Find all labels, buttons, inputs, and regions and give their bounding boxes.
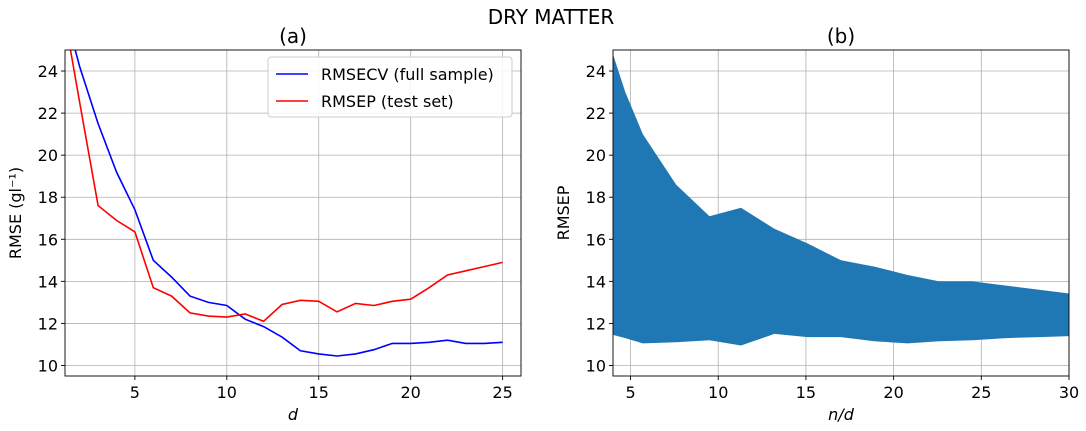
x-axis-label: n/d bbox=[828, 405, 855, 424]
series-line-rmsecv bbox=[74, 50, 503, 357]
plot-area bbox=[613, 54, 1069, 346]
y-tick-label: 14 bbox=[38, 272, 58, 291]
y-tick-label: 10 bbox=[38, 356, 58, 375]
x-axis-label: d bbox=[288, 405, 299, 424]
x-tick-label: 25 bbox=[971, 383, 991, 402]
plot-area bbox=[69, 50, 503, 357]
y-axis-label: RMSE (gl⁻¹) bbox=[6, 167, 25, 259]
y-tick-label: 20 bbox=[38, 146, 58, 165]
x-tick-label: 5 bbox=[130, 383, 140, 402]
y-tick-label: 12 bbox=[586, 314, 606, 333]
panel-a-line-chart: 5 10 15 20 25 10 12 14 16 18 20 22 24 (a) d RMSE (gl⁻¹)… bbox=[6, 24, 522, 424]
legend: RMSECV (full sample) RMSEP (test set) bbox=[267, 56, 513, 118]
x-tick-label: 20 bbox=[883, 383, 903, 402]
y-tick-label: 22 bbox=[38, 104, 58, 123]
y-tick-label: 14 bbox=[586, 272, 606, 291]
series-line-rmsep bbox=[69, 50, 503, 323]
x-tick-label: 15 bbox=[796, 383, 816, 402]
x-tick-label: 10 bbox=[708, 383, 728, 402]
panel-title: (a) bbox=[279, 24, 307, 48]
y-tick-label: 10 bbox=[586, 356, 606, 375]
y-axis-label: RMSEP bbox=[554, 185, 573, 240]
y-tick-label: 24 bbox=[38, 62, 58, 81]
y-tick-label: 20 bbox=[586, 146, 606, 165]
panel-title: (b) bbox=[827, 24, 855, 48]
x-tick-label: 30 bbox=[1059, 383, 1079, 402]
y-tick-label: 18 bbox=[38, 188, 58, 207]
figure-suptitle: DRY MATTER bbox=[488, 5, 615, 29]
rmsep-range-area bbox=[613, 54, 1069, 346]
x-tick-label: 20 bbox=[400, 383, 420, 402]
axes-frame bbox=[612, 49, 1070, 377]
x-tick-label: 15 bbox=[309, 383, 329, 402]
y-tick-label: 24 bbox=[586, 62, 606, 81]
x-tick-label: 5 bbox=[625, 383, 635, 402]
panel-b-area-chart: 5 10 15 20 25 30 10 12 14 16 18 20 22 24 (b) n/d RMSEP bbox=[554, 24, 1079, 424]
legend-box bbox=[267, 56, 513, 118]
y-tick-label: 22 bbox=[586, 104, 606, 123]
y-tick-label: 16 bbox=[38, 230, 58, 249]
x-tick-label: 25 bbox=[492, 383, 512, 402]
y-tick-label: 16 bbox=[586, 230, 606, 249]
axes-frame bbox=[64, 49, 522, 377]
legend-label: RMSECV (full sample) bbox=[321, 65, 494, 84]
legend-label: RMSEP (test set) bbox=[321, 92, 454, 111]
y-tick-label: 18 bbox=[586, 188, 606, 207]
x-tick-label: 10 bbox=[217, 383, 237, 402]
y-tick-label: 12 bbox=[38, 314, 58, 333]
